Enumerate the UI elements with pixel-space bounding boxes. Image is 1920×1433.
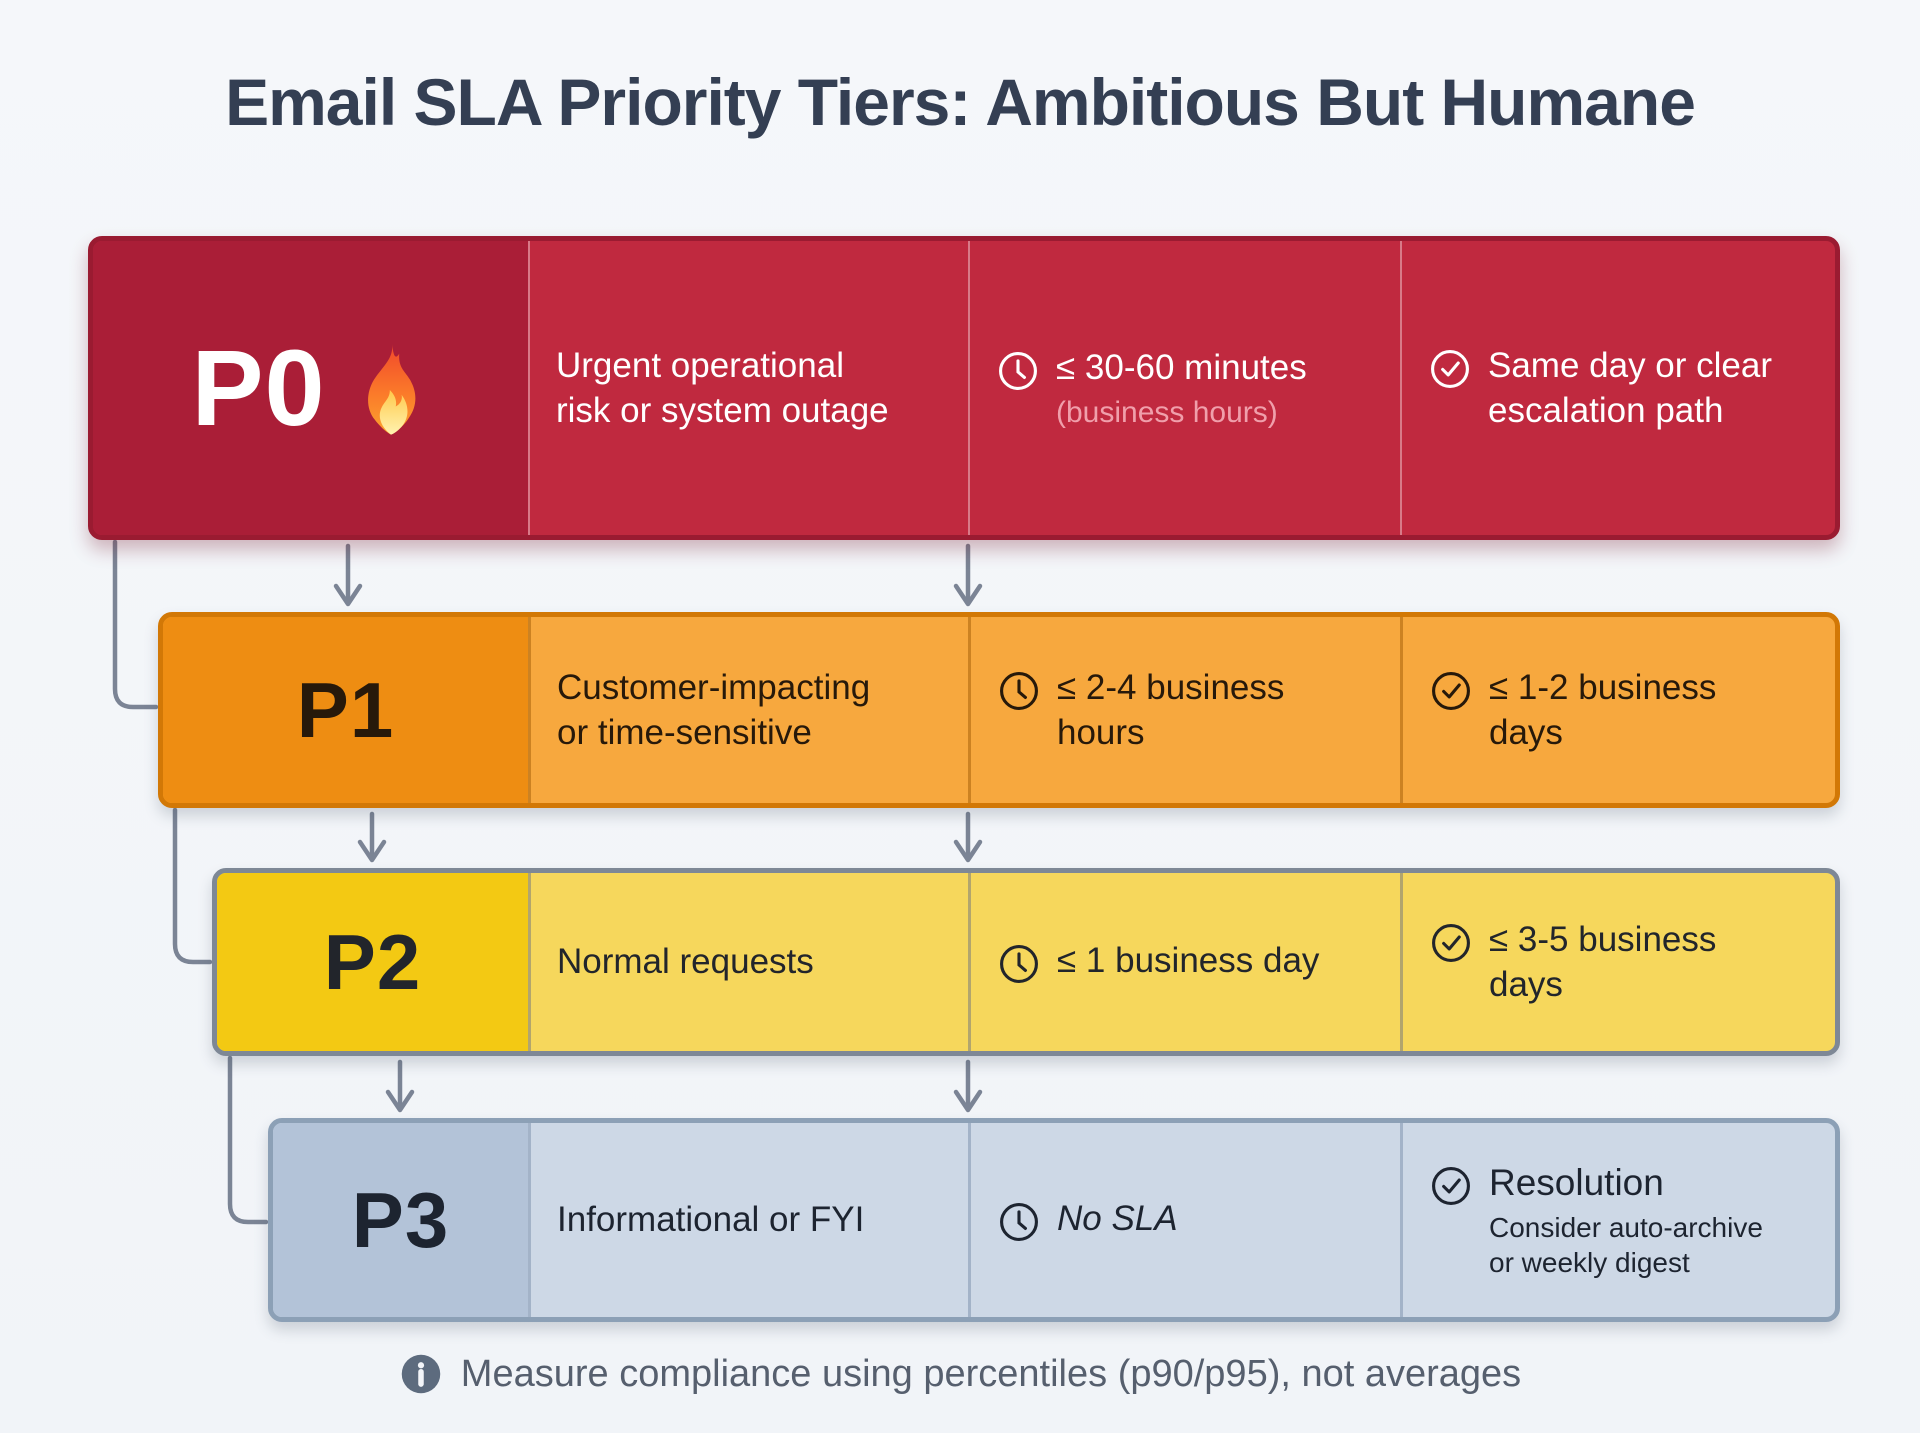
elbow-connector <box>172 807 213 965</box>
arrow-down-icon <box>953 811 983 863</box>
elbow-connector <box>112 539 159 710</box>
resolution-time: Resolution <box>1489 1161 1664 1203</box>
arrow-down-icon <box>333 543 363 607</box>
footnote: Measure compliance using percentiles (p9… <box>0 1352 1920 1396</box>
tier-p1-label-cell: P1 <box>163 617 528 803</box>
tier-p3-label-cell: P3 <box>273 1123 528 1317</box>
tier-row-p1: P1 Customer-impacting or time-sensitive … <box>158 612 1840 808</box>
tier-p0-label-cell: P0 <box>93 241 528 535</box>
check-circle-icon <box>1429 669 1473 713</box>
footnote-text: Measure compliance using percentiles (p9… <box>460 1352 1522 1395</box>
tier-p3-resolution-cell: Resolution Consider auto-archive or week… <box>1400 1123 1835 1317</box>
tier-p2-resolution-cell: ≤ 3-5 business days <box>1400 873 1835 1051</box>
tier-p0-response-cell: ≤ 30-60 minutes (business hours) <box>968 241 1400 535</box>
tier-p2-label-cell: P2 <box>217 873 528 1051</box>
tier-p0-resolution-cell: Same day or clear escalation path <box>1400 241 1835 535</box>
resolution-time: Same day or clear escalation path <box>1488 345 1773 431</box>
arrow-down-icon <box>953 1059 983 1113</box>
tier-row-p3: P3 Informational or FYI No SLA Resolutio… <box>268 1118 1840 1322</box>
tier-row-p0: P0 Urgent operational risk or system out… <box>88 236 1840 540</box>
tier-label: P0 <box>191 327 326 448</box>
clock-icon <box>997 942 1041 986</box>
tier-p2-response-cell: ≤ 1 business day <box>968 873 1400 1051</box>
tier-p2-description-cell: Normal requests <box>528 873 968 1051</box>
clock-icon <box>997 669 1041 713</box>
response-time: ≤ 1 business day <box>1057 941 1320 980</box>
check-circle-icon <box>1429 1164 1473 1208</box>
tier-p3-response-cell: No SLA <box>968 1123 1400 1317</box>
clock-icon <box>996 349 1040 393</box>
tier-description: Normal requests <box>557 942 814 982</box>
response-time: No SLA <box>1057 1199 1178 1238</box>
page-title: Email SLA Priority Tiers: Ambitious But … <box>225 65 1696 139</box>
tier-p1-resolution-cell: ≤ 1-2 business days <box>1400 617 1835 803</box>
check-circle-icon <box>1428 347 1472 391</box>
response-time: ≤ 2-4 business hours <box>1057 667 1285 753</box>
tier-p0-description-cell: Urgent operational risk or system outage <box>528 241 968 535</box>
tier-p1-description-cell: Customer-impacting or time-sensitive <box>528 617 968 803</box>
elbow-connector <box>227 1055 269 1225</box>
tier-label: P1 <box>296 666 395 754</box>
resolution-time: ≤ 3-5 business days <box>1489 919 1717 1005</box>
tier-description: Informational or FYI <box>557 1200 865 1240</box>
tier-label: P2 <box>323 918 422 1006</box>
arrow-down-icon <box>357 811 387 863</box>
tier-row-p2: P2 Normal requests ≤ 1 business day ≤ 3-… <box>212 868 1840 1056</box>
check-circle-icon <box>1429 921 1473 965</box>
fire-icon <box>367 344 415 435</box>
resolution-note: Consider auto-archive or weekly digest <box>1489 1212 1763 1279</box>
tier-description: Urgent operational risk or system outage <box>556 345 889 431</box>
tier-description: Customer-impacting or time-sensitive <box>557 667 871 753</box>
info-icon <box>401 1354 441 1394</box>
arrow-down-icon <box>385 1059 415 1113</box>
resolution-time: ≤ 1-2 business days <box>1489 667 1717 753</box>
tier-p3-description-cell: Informational or FYI <box>528 1123 968 1317</box>
response-time: ≤ 30-60 minutes <box>1056 347 1307 387</box>
arrow-down-icon <box>953 543 983 607</box>
clock-icon <box>997 1200 1041 1244</box>
tier-label: P3 <box>351 1176 450 1264</box>
tier-p1-response-cell: ≤ 2-4 business hours <box>968 617 1400 803</box>
response-note: (business hours) <box>1056 396 1278 429</box>
